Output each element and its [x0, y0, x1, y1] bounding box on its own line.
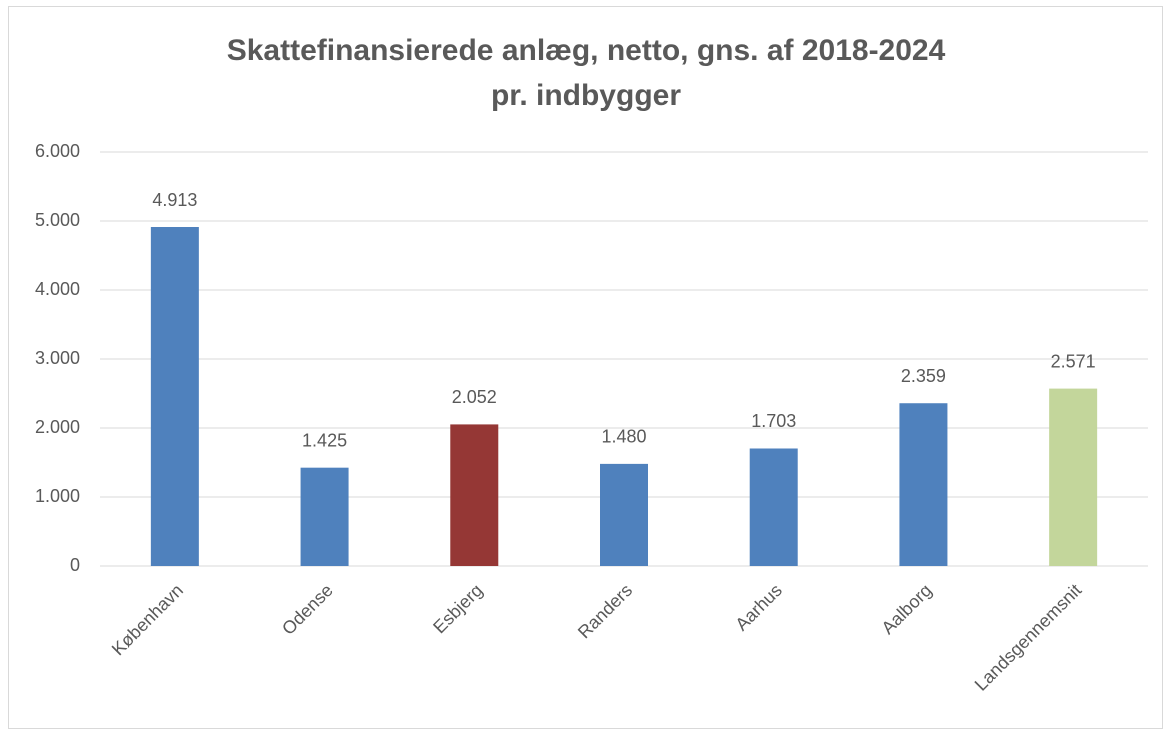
data-label: 2.359 [901, 366, 946, 386]
data-label: 1.703 [751, 411, 796, 431]
bar [1049, 388, 1098, 566]
chart-title: Skattefinansierede anlæg, netto, gns. af… [227, 34, 946, 67]
bar [749, 448, 798, 566]
data-label: 2.571 [1051, 351, 1096, 371]
chart-title: pr. indbygger [491, 79, 681, 112]
data-label: 4.913 [152, 190, 197, 210]
bar [450, 424, 499, 566]
chart-border [8, 6, 1163, 729]
y-tick-label: 6.000 [35, 141, 80, 161]
bar [600, 463, 648, 566]
y-tick-label: 2.000 [35, 417, 80, 437]
y-tick-label: 5.000 [35, 210, 80, 230]
bar [300, 467, 349, 566]
data-label: 2.052 [452, 387, 497, 407]
bar [150, 227, 199, 567]
data-label: 1.480 [601, 427, 646, 447]
y-tick-label: 3.000 [35, 348, 80, 368]
data-label: 1.425 [302, 430, 347, 450]
y-tick-label: 0 [70, 555, 80, 575]
y-tick-label: 4.000 [35, 279, 80, 299]
bar [899, 403, 948, 566]
y-tick-label: 1.000 [35, 486, 80, 506]
